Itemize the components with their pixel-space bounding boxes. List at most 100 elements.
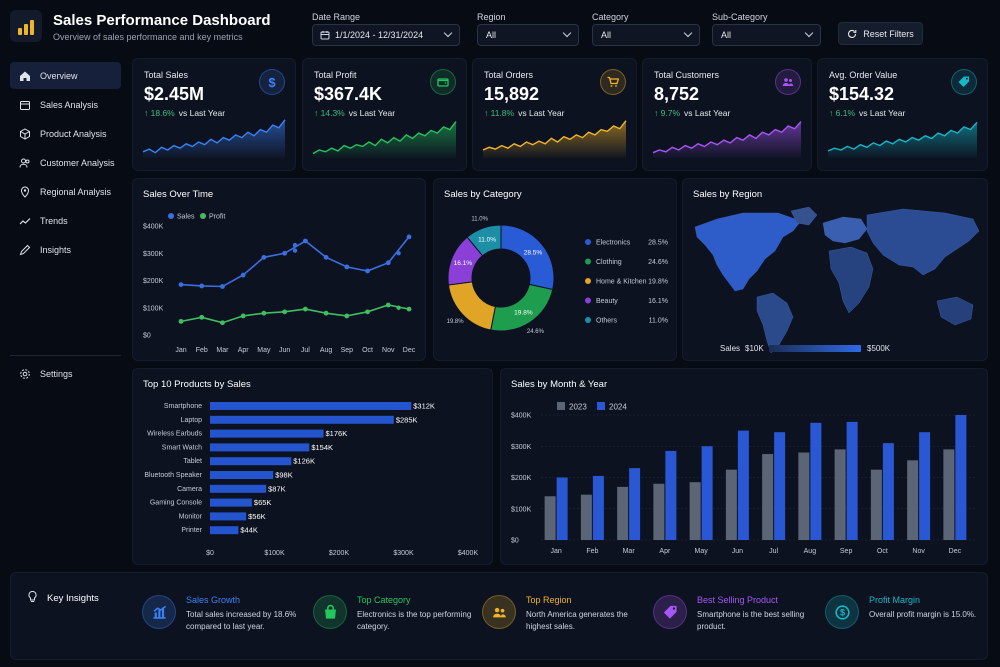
data-point[interactable] <box>220 284 225 289</box>
data-point[interactable] <box>365 309 370 315</box>
data-point[interactable] <box>344 313 350 319</box>
data-point[interactable] <box>178 318 184 324</box>
sub-category-select[interactable]: All <box>712 24 821 46</box>
data-point[interactable] <box>385 302 391 308</box>
data-point[interactable] <box>406 234 412 240</box>
sidebar-item-insights[interactable]: Insights <box>10 236 121 263</box>
bar[interactable] <box>919 432 931 540</box>
date-range-select[interactable]: 1/1/2024 - 12/31/2024 <box>312 24 460 46</box>
bar[interactable] <box>846 421 858 540</box>
bar[interactable] <box>774 432 786 540</box>
bar[interactable] <box>210 512 247 521</box>
bar[interactable] <box>689 482 701 540</box>
bar[interactable] <box>592 475 604 540</box>
sidebar-item-product-analysis[interactable]: Product Analysis <box>10 120 121 147</box>
insight-title: Best Selling Product <box>697 595 779 605</box>
bar[interactable] <box>870 469 882 540</box>
sidebar-item-overview[interactable]: Overview <box>10 62 121 89</box>
data-point[interactable] <box>292 242 298 248</box>
bar[interactable] <box>737 430 749 540</box>
data-point[interactable] <box>406 306 412 312</box>
data-point[interactable] <box>282 309 288 315</box>
bar[interactable] <box>834 449 846 540</box>
data-point[interactable] <box>220 320 225 326</box>
insight-text: Total sales increased by 18.6% compared … <box>186 610 297 631</box>
bar[interactable] <box>629 468 641 540</box>
sidebar-item-label: Overview <box>40 70 78 81</box>
map-legend-max: $500K <box>867 344 891 353</box>
sidebar-item-sales-analysis[interactable]: Sales Analysis <box>10 91 121 118</box>
slice-outer-label: 11.0% <box>471 217 488 223</box>
data-point[interactable] <box>385 260 391 266</box>
bar[interactable] <box>544 496 556 540</box>
region-select[interactable]: All <box>477 24 579 46</box>
data-point[interactable] <box>199 314 205 320</box>
data-point[interactable] <box>282 250 288 256</box>
bar[interactable] <box>210 484 267 493</box>
sidebar-item-regional-analysis[interactable]: Regional Analysis <box>10 178 121 205</box>
bar[interactable] <box>955 415 967 540</box>
legend-value: 11.0% <box>649 318 668 325</box>
data-point[interactable] <box>323 310 329 316</box>
sidebar-item-settings[interactable]: Settings <box>10 360 121 387</box>
donut-slice[interactable] <box>490 283 554 332</box>
data-point[interactable] <box>240 272 246 278</box>
app-logo-icon <box>10 10 42 42</box>
bar[interactable] <box>882 443 894 540</box>
bar[interactable] <box>210 498 252 507</box>
bar[interactable] <box>810 422 822 540</box>
sales-over-time-chart: $0 $100K $200K $300K $400K Jan Feb Mar Apr May Jun… <box>143 213 416 354</box>
bar[interactable] <box>210 443 310 452</box>
bar[interactable] <box>580 494 592 540</box>
bar[interactable] <box>210 471 274 479</box>
map-legend-min: $10K <box>745 344 764 353</box>
bar[interactable] <box>210 415 394 424</box>
data-point[interactable] <box>365 268 370 274</box>
data-point[interactable] <box>178 282 184 287</box>
data-point[interactable] <box>292 248 298 253</box>
chart-icon <box>142 595 176 629</box>
legend-swatch <box>597 402 605 410</box>
bar[interactable] <box>653 483 665 540</box>
bar[interactable] <box>701 446 713 540</box>
legend-value: 16.1% <box>648 298 668 305</box>
x-tick-label: Feb <box>196 347 208 354</box>
data-point[interactable] <box>302 306 308 312</box>
data-point[interactable] <box>344 264 350 270</box>
kpi-card: Avg. Order Value $154.32 ↑ 6.1% vs Last Yea… <box>817 58 988 171</box>
x-tick-label: Jul <box>301 347 310 354</box>
data-point[interactable] <box>323 254 329 260</box>
x-tick-label: $100K <box>264 550 285 557</box>
data-point[interactable] <box>302 238 308 244</box>
x-tick-label: Aug <box>804 548 817 555</box>
bar[interactable] <box>556 477 568 541</box>
bar[interactable] <box>943 449 955 540</box>
donut-slice[interactable] <box>500 224 555 291</box>
bar[interactable] <box>907 460 919 540</box>
bar[interactable] <box>210 526 239 535</box>
bar[interactable] <box>762 454 774 540</box>
legend-label: Beauty <box>596 298 618 305</box>
kpi-card: Total Profit $367.4K ↑ 14.3% vs Last Year <box>302 58 467 171</box>
data-point[interactable] <box>199 283 205 289</box>
bar[interactable] <box>798 452 810 541</box>
reset-filters-button[interactable]: Reset Filters <box>838 22 923 45</box>
data-point[interactable] <box>261 310 267 316</box>
date-range-value: 1/1/2024 - 12/31/2024 <box>335 30 424 40</box>
data-point[interactable] <box>240 313 246 319</box>
sidebar-item-trends[interactable]: Trends <box>10 207 121 234</box>
donut-slice[interactable] <box>466 224 502 257</box>
bar[interactable] <box>617 486 629 540</box>
data-point[interactable] <box>261 254 267 260</box>
x-tick-label: Apr <box>659 548 671 555</box>
bar[interactable] <box>210 402 412 410</box>
data-point[interactable] <box>396 305 401 310</box>
bar[interactable] <box>665 450 677 540</box>
bar[interactable] <box>725 469 737 540</box>
sidebar-item-customer-analysis[interactable]: Customer Analysis <box>10 149 121 176</box>
data-point[interactable] <box>396 251 401 256</box>
bar[interactable] <box>210 429 324 438</box>
page-subtitle: Overview of sales performance and key me… <box>53 32 243 42</box>
category-select[interactable]: All <box>592 24 700 46</box>
bar[interactable] <box>210 457 292 466</box>
